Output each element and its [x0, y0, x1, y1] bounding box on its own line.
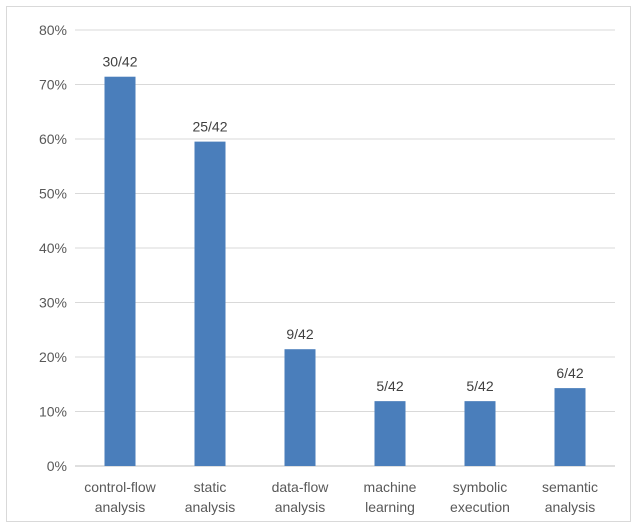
x-tick-label: machine learning [364, 479, 417, 515]
bar [374, 401, 406, 466]
bar [284, 349, 316, 466]
bar [554, 388, 586, 466]
x-tick-label: semantic analysis [542, 479, 598, 515]
data-label: 6/42 [556, 365, 583, 381]
data-label: 30/42 [102, 54, 137, 70]
data-label: 9/42 [286, 326, 313, 342]
data-label: 25/42 [192, 119, 227, 135]
data-label: 5/42 [466, 378, 493, 394]
gridlines [75, 29, 615, 467]
x-tick-label: static analysis [185, 479, 236, 515]
bar [194, 141, 226, 466]
x-tick-label: data-flow analysis [272, 479, 330, 515]
y-tick-label: 50% [39, 186, 67, 202]
data-label: 5/42 [376, 378, 403, 394]
y-tick-label: 30% [39, 295, 67, 311]
x-tick-label: control-flow analysis [84, 479, 156, 515]
y-tick-label: 40% [39, 240, 67, 256]
y-tick-label: 80% [39, 22, 67, 38]
y-tick-label: 60% [39, 131, 67, 147]
bars [104, 76, 586, 467]
x-axis: control-flow analysis static analysis data-f… [84, 479, 598, 515]
bar [104, 76, 136, 467]
data-labels: 30/42 25/42 9/42 5/42 5/42 6/42 [102, 54, 583, 394]
y-tick-label: 70% [39, 77, 67, 93]
y-axis: 0% 10% 20% 30% 40% 50% 60% 70% 80% [39, 22, 67, 474]
x-tick-label: symbolic execution [450, 479, 510, 515]
y-tick-label: 20% [39, 349, 67, 365]
bar [464, 401, 496, 466]
y-tick-label: 0% [47, 458, 67, 474]
y-tick-label: 10% [39, 404, 67, 420]
